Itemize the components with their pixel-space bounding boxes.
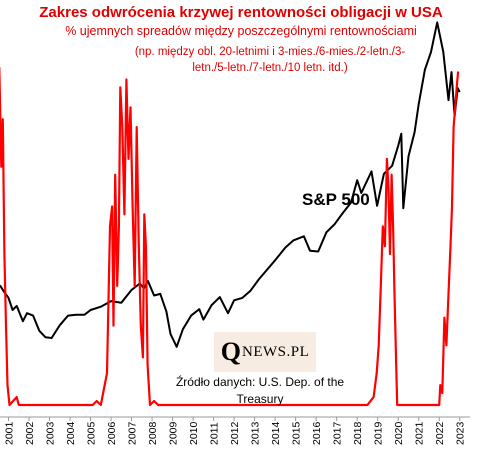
x-tick-label: 2015 xyxy=(291,421,303,445)
x-tick-label: 2012 xyxy=(229,421,241,445)
logo-text: NEWS.PL xyxy=(241,343,310,360)
x-tick-layer: 2000200120022003200420052006200720082009… xyxy=(4,417,467,445)
sp500-series-label: S&P 500 xyxy=(302,190,370,209)
x-tick-label: 2016 xyxy=(311,421,323,445)
x-tick-label: 2006 xyxy=(106,421,118,445)
x-tick-label: 2001 xyxy=(4,421,16,445)
x-tick-label: 2005 xyxy=(86,421,98,445)
source-line-2: Treasury xyxy=(236,391,284,406)
qnews-logo: Q NEWS.PL xyxy=(214,332,316,372)
x-tick-label: 2004 xyxy=(65,421,77,445)
chart-title: Zakres odwrócenia krzywej rentowności ob… xyxy=(39,4,443,21)
chart-note: (np. między obl. 20-letnimi i 3-mies./6-… xyxy=(134,46,406,74)
x-tick-label: 2017 xyxy=(332,421,344,445)
x-tick-label: 2018 xyxy=(352,421,364,445)
x-tick-label: 2008 xyxy=(147,421,159,445)
x-tick-label: 2003 xyxy=(45,421,57,445)
source-line-1: Źródło danych: U.S. Dep. of the xyxy=(175,375,345,389)
chart-subtitle: % ujemnych spreadów między poszczególnym… xyxy=(65,24,417,38)
x-tick-label: 2013 xyxy=(250,421,262,445)
x-tick-label: 2009 xyxy=(168,421,180,445)
series-layer xyxy=(0,21,461,407)
source-note: Źródło danych: U.S. Dep. of the Treasury xyxy=(160,374,360,408)
x-tick-label: 2021 xyxy=(414,421,426,445)
x-tick-label: 2022 xyxy=(434,421,446,445)
x-tick-label: 2020 xyxy=(393,421,405,445)
x-tick-label: 2007 xyxy=(127,421,139,445)
x-tick-label: 2002 xyxy=(24,421,36,445)
x-tick-label: 2011 xyxy=(209,422,221,445)
x-tick-label: 2019 xyxy=(373,421,385,445)
x-tick-label: 2014 xyxy=(270,421,282,445)
inversion-line xyxy=(0,66,460,407)
sp500-line xyxy=(0,21,461,348)
x-tick-label: 2023 xyxy=(455,421,467,445)
logo-q: Q xyxy=(220,337,241,366)
x-tick-label: 2010 xyxy=(188,421,200,445)
